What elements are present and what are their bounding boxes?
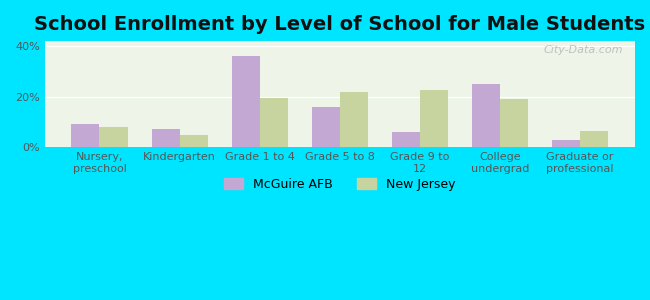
Legend: McGuire AFB, New Jersey: McGuire AFB, New Jersey <box>219 173 461 196</box>
Bar <box>472 84 500 147</box>
Bar <box>580 131 608 147</box>
Bar <box>340 92 368 147</box>
Bar <box>179 134 207 147</box>
Bar <box>312 107 340 147</box>
Bar <box>72 124 99 147</box>
Bar <box>552 140 580 147</box>
Title: School Enrollment by Level of School for Male Students: School Enrollment by Level of School for… <box>34 15 645 34</box>
Bar <box>231 56 260 147</box>
Bar <box>420 90 448 147</box>
Bar <box>151 130 179 147</box>
Bar <box>260 98 288 147</box>
Bar <box>500 99 528 147</box>
Bar <box>392 132 420 147</box>
Bar <box>99 127 127 147</box>
Text: City-Data.com: City-Data.com <box>543 45 623 56</box>
